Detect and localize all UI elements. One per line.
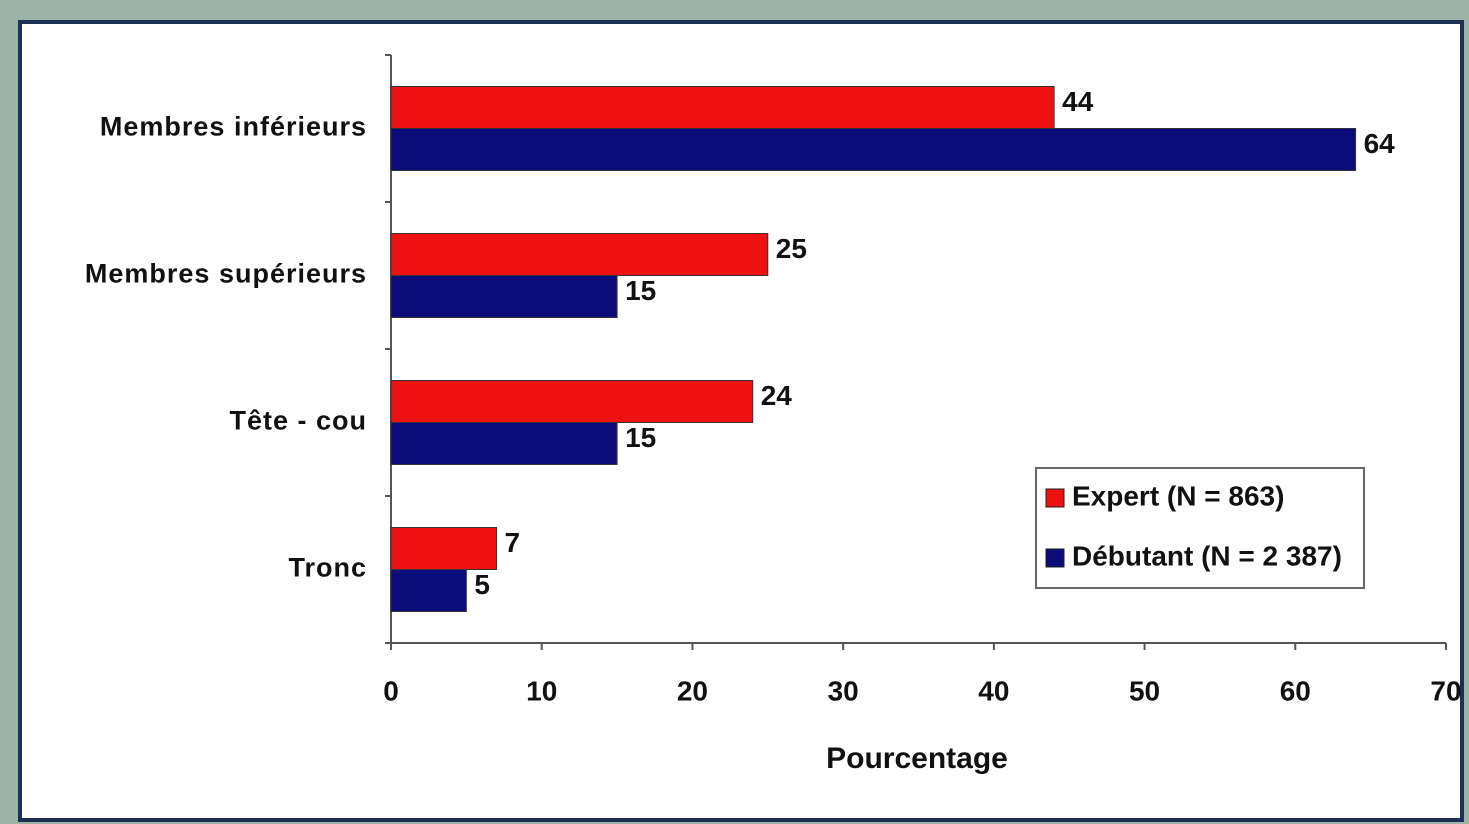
data-label: 5: [474, 569, 490, 600]
y-tick-label: Tronc: [288, 553, 367, 583]
bar: [390, 233, 769, 276]
legend-swatch: [1045, 548, 1065, 568]
data-label: 24: [761, 380, 793, 411]
data-label: 15: [625, 275, 656, 306]
bar: [390, 275, 618, 318]
legend-box: [1035, 467, 1365, 589]
bar: [390, 527, 497, 570]
x-tick-label: 60: [1280, 675, 1311, 706]
data-label: 64: [1364, 128, 1396, 159]
x-tick-label: 10: [526, 675, 557, 706]
bar: [390, 380, 754, 423]
bar: [390, 128, 1357, 171]
data-label: 25: [776, 233, 807, 264]
x-tick-label: 70: [1430, 675, 1461, 706]
data-label: 7: [505, 527, 521, 558]
data-label: 44: [1062, 86, 1094, 117]
x-axis-label: Pourcentage: [826, 742, 1008, 775]
x-tick-label: 50: [1129, 675, 1160, 706]
bar: [390, 86, 1055, 129]
bar: [390, 569, 467, 612]
legend-label: Expert (N = 863): [1072, 480, 1284, 511]
y-tick-label: Membres supérieurs: [85, 259, 367, 289]
data-label: 15: [625, 422, 656, 453]
x-tick-label: 0: [383, 675, 399, 706]
legend-swatch: [1045, 488, 1065, 508]
x-tick-label: 30: [828, 675, 859, 706]
y-tick-label: Membres inférieurs: [100, 112, 367, 142]
bar: [390, 422, 618, 465]
x-tick-label: 20: [677, 675, 708, 706]
y-tick-label: Tête - cou: [229, 406, 367, 436]
x-tick-label: 40: [978, 675, 1009, 706]
legend-label: Débutant (N = 2 387): [1072, 540, 1342, 571]
